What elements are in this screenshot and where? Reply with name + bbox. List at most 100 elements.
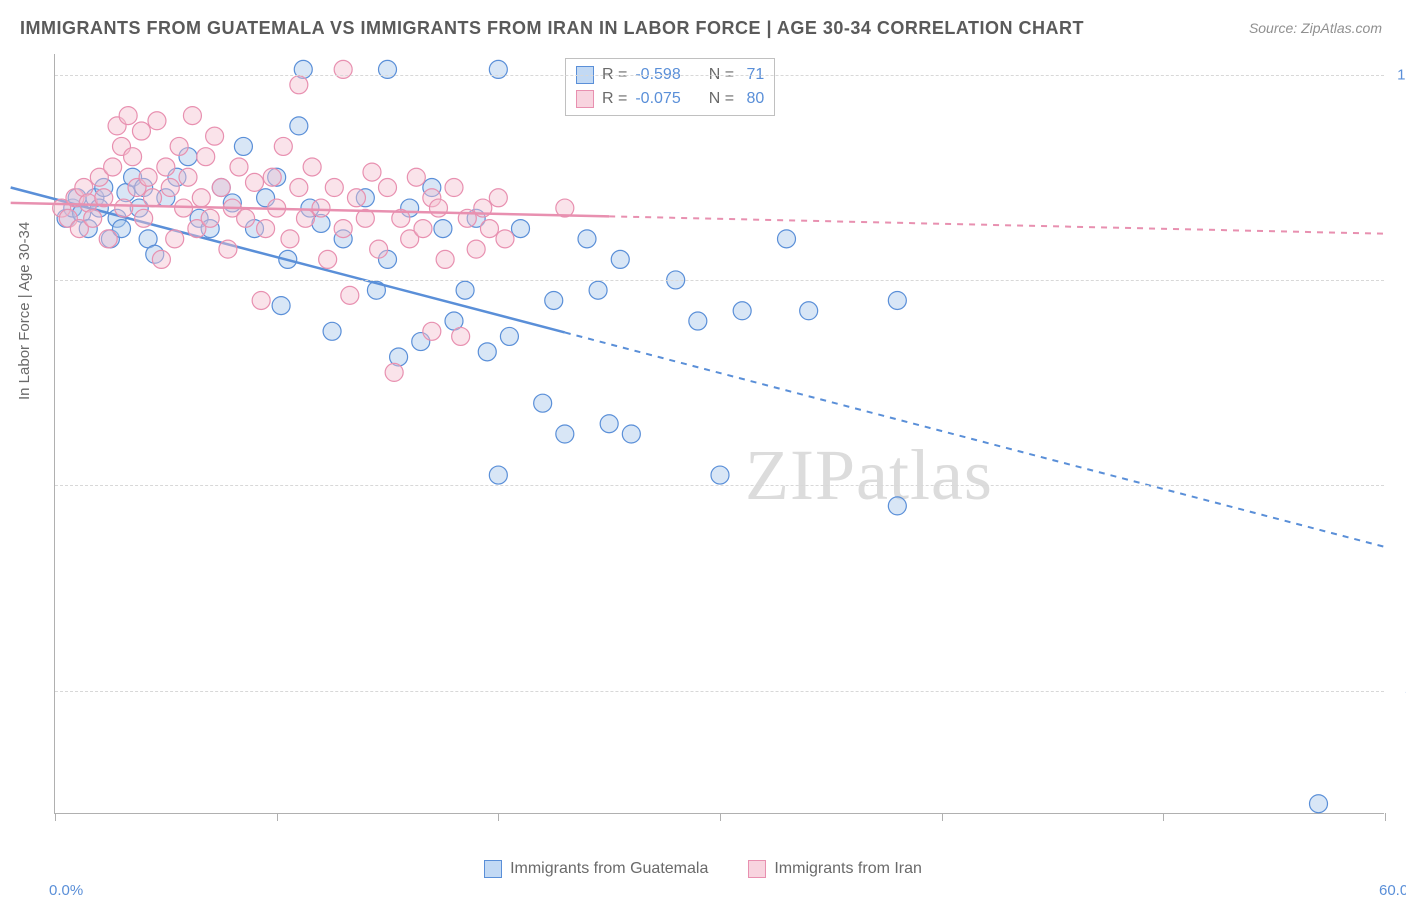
data-point [347, 189, 365, 207]
data-point [325, 179, 343, 197]
legend-r-value: -0.075 [635, 87, 680, 111]
data-point [161, 179, 179, 197]
data-point [319, 250, 337, 268]
data-point [252, 291, 270, 309]
stats-legend: R =-0.598N = 71R =-0.075N = 80 [565, 58, 775, 116]
data-point [733, 302, 751, 320]
y-tick-label: 100.0% [1397, 66, 1406, 83]
data-point [467, 240, 485, 258]
data-point [489, 189, 507, 207]
x-tick [55, 813, 56, 821]
data-point [496, 230, 514, 248]
data-point [478, 343, 496, 361]
data-point [407, 168, 425, 186]
data-point [578, 230, 596, 248]
data-point [166, 230, 184, 248]
data-point [480, 220, 498, 238]
data-point [148, 112, 166, 130]
data-point [489, 466, 507, 484]
data-point [132, 122, 150, 140]
data-point [234, 137, 252, 155]
data-point [589, 281, 607, 299]
data-point [556, 425, 574, 443]
legend-swatch-icon [484, 860, 502, 878]
series-legend-label: Immigrants from Iran [774, 860, 922, 878]
stats-legend-row: R =-0.075N = 80 [576, 87, 764, 111]
gridline-h [55, 691, 1384, 692]
data-point [489, 60, 507, 78]
data-point [219, 240, 237, 258]
data-point [689, 312, 707, 330]
data-point [534, 394, 552, 412]
data-point [115, 199, 133, 217]
data-point [152, 250, 170, 268]
data-point [206, 127, 224, 145]
data-point [434, 220, 452, 238]
data-point [303, 158, 321, 176]
data-point [1310, 795, 1328, 813]
series-legend-item: Immigrants from Iran [748, 860, 922, 878]
data-point [545, 291, 563, 309]
data-point [363, 163, 381, 181]
data-point [778, 230, 796, 248]
gridline-h [55, 280, 1384, 281]
data-point [423, 322, 441, 340]
data-point [622, 425, 640, 443]
chart-title: IMMIGRANTS FROM GUATEMALA VS IMMIGRANTS … [20, 18, 1084, 39]
source-label: Source: ZipAtlas.com [1249, 20, 1382, 36]
x-tick [1163, 813, 1164, 821]
data-point [192, 189, 210, 207]
data-point [323, 322, 341, 340]
regression-line-dashed [565, 332, 1385, 547]
legend-n-value: 80 [742, 87, 764, 111]
data-point [170, 137, 188, 155]
data-point [888, 291, 906, 309]
data-point [144, 189, 162, 207]
x-tick [1385, 813, 1386, 821]
x-tick [498, 813, 499, 821]
gridline-h [55, 75, 1384, 76]
data-point [452, 327, 470, 345]
data-point [274, 137, 292, 155]
data-point [290, 76, 308, 94]
x-tick [942, 813, 943, 821]
data-point [334, 220, 352, 238]
data-point [84, 209, 102, 227]
data-point [246, 173, 264, 191]
legend-swatch-icon [748, 860, 766, 878]
regression-line-dashed [609, 216, 1385, 233]
data-point [888, 497, 906, 515]
data-point [179, 168, 197, 186]
data-point [711, 466, 729, 484]
data-point [237, 209, 255, 227]
legend-swatch-icon [576, 90, 594, 108]
data-point [230, 158, 248, 176]
x-tick-label: 60.0% [1379, 882, 1406, 899]
data-point [379, 60, 397, 78]
y-axis-label: In Labor Force | Age 30-34 [16, 222, 33, 400]
data-point [445, 179, 463, 197]
data-point [312, 199, 330, 217]
data-point [119, 107, 137, 125]
data-point [124, 148, 142, 166]
data-point [157, 158, 175, 176]
data-point [800, 302, 818, 320]
data-point [201, 209, 219, 227]
data-point [197, 148, 215, 166]
series-legend-item: Immigrants from Guatemala [484, 860, 708, 878]
data-point [512, 220, 530, 238]
data-point [99, 230, 117, 248]
legend-n-key: N = [709, 87, 734, 111]
data-point [272, 297, 290, 315]
data-point [500, 327, 518, 345]
scatter-svg [55, 54, 1384, 813]
data-point [436, 250, 454, 268]
x-tick [277, 813, 278, 821]
data-point [212, 179, 230, 197]
data-point [456, 281, 474, 299]
gridline-h [55, 485, 1384, 486]
series-legend: Immigrants from Guatemala Immigrants from… [0, 860, 1406, 878]
data-point [429, 199, 447, 217]
data-point [139, 168, 157, 186]
data-point [385, 363, 403, 381]
